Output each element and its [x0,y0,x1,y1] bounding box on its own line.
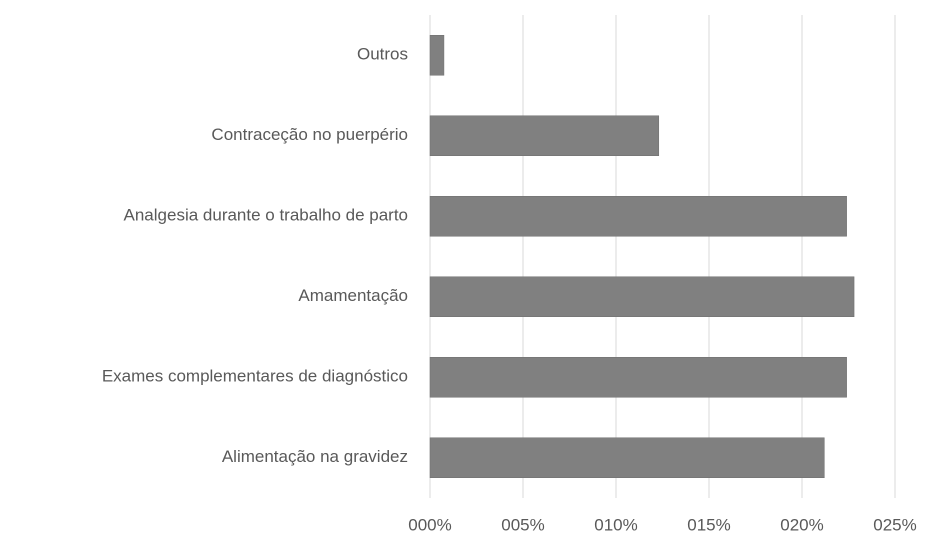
x-tick-label: 000% [408,515,451,534]
bar [429,196,847,237]
x-tick-label: 005% [501,515,544,534]
x-tick-label: 015% [687,515,730,534]
y-tick-label: Outros [357,45,408,64]
x-tick-label: 020% [780,515,823,534]
y-tick-label: Analgesia durante o trabalho de parto [124,206,408,225]
bar [429,35,445,76]
bar [429,437,825,478]
bar [429,115,660,156]
y-tick-label: Exames complementares de diagnóstico [102,367,408,386]
y-tick-label: Alimentação na gravidez [222,447,408,466]
bar [429,276,855,317]
y-tick-label: Contraceção no puerpério [211,125,408,144]
x-tick-label: 010% [594,515,637,534]
bar [429,357,847,398]
x-tick-label: 025% [873,515,916,534]
y-tick-label: Amamentação [298,286,408,305]
